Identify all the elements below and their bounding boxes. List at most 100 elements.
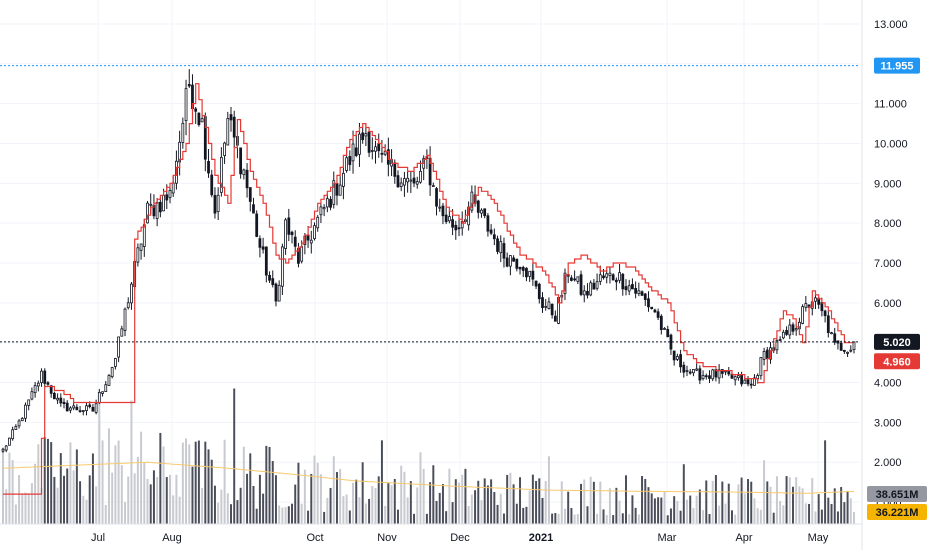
volume-bar [673, 496, 676, 524]
volume-bar [467, 505, 470, 524]
volume-bar [332, 456, 335, 524]
volume-bar [59, 453, 62, 524]
volume-bar [120, 465, 123, 524]
volume-bar [775, 476, 778, 524]
candle-body [643, 293, 647, 300]
candle-body [826, 315, 830, 334]
volume-bar [242, 446, 245, 524]
candle-body [380, 152, 384, 155]
volume-bar [474, 490, 477, 524]
candle-body [88, 404, 92, 408]
volume-bar [695, 495, 698, 524]
candle-body [348, 156, 352, 165]
candle-body [823, 310, 827, 317]
candle-body [338, 184, 342, 196]
volume-bar [72, 470, 75, 524]
volume-bar [358, 497, 361, 524]
candle-body [75, 406, 79, 411]
candle-body [4, 445, 8, 451]
volume-bar [586, 506, 589, 524]
volume-bar [721, 481, 724, 524]
candle-body [261, 246, 265, 250]
volume-bar [576, 514, 579, 524]
volume-bar [496, 504, 499, 524]
candle-body [505, 257, 509, 267]
volume-bar [403, 471, 406, 524]
volume-bar [660, 497, 663, 524]
candle-body [377, 143, 381, 152]
volume-bar [705, 480, 708, 524]
candle-body [36, 382, 40, 387]
volume-bar [82, 495, 85, 524]
volume-bar [274, 475, 277, 524]
volume-bar [188, 444, 191, 524]
volume-bar [502, 513, 505, 524]
candle-body [656, 311, 660, 318]
volume-bar [281, 507, 284, 524]
candle-body [492, 234, 496, 240]
volume-bar [185, 438, 188, 524]
volume-bar [711, 480, 714, 524]
candle-body [791, 324, 795, 332]
time-tick-label: Jul [91, 532, 105, 544]
candle-body [168, 190, 172, 198]
volume-bar [708, 514, 711, 524]
volume-bar [326, 497, 329, 524]
candle-body [647, 298, 650, 308]
candle-body [287, 217, 291, 235]
volume-bar [239, 487, 242, 524]
candle-body [207, 160, 210, 174]
volume-bar [390, 485, 393, 524]
candle-body [120, 328, 124, 337]
candle-body [142, 224, 146, 247]
volume-bar [686, 499, 689, 524]
time-axis[interactable]: Jul Aug Oct Nov Dec 2021 Mar Apr May [91, 532, 829, 544]
candle-body [59, 397, 63, 404]
volume-bar [37, 444, 40, 524]
volume-bar [117, 440, 120, 524]
candle-body [679, 354, 682, 368]
candle-body [46, 382, 50, 385]
volume-bar [18, 475, 21, 524]
candle-body [441, 205, 445, 217]
volume-bar [168, 474, 171, 524]
volume-bar [329, 487, 332, 524]
volume-bar [692, 507, 695, 524]
volume-bar [458, 482, 460, 524]
candle-body [814, 297, 817, 302]
volume-bar [21, 493, 24, 524]
candle-body [743, 379, 747, 384]
volume-bar [535, 480, 538, 524]
volume-bar [454, 479, 457, 524]
candle-body [489, 229, 493, 234]
volume-bar [127, 476, 130, 524]
volume-bar [152, 470, 155, 524]
candle-body [187, 84, 191, 87]
price-tick-label: 13.000 [874, 19, 908, 31]
volume-bar [268, 446, 271, 524]
volume-bar [599, 481, 602, 524]
candle-body [114, 358, 117, 367]
candle-body [839, 342, 843, 351]
candle-body [56, 397, 59, 401]
volume-bar [772, 512, 775, 524]
volume-bar [531, 474, 534, 524]
price-tick-label: 10.000 [874, 138, 908, 150]
volume-bar [291, 503, 294, 524]
volume-bar [397, 509, 399, 524]
candle-body [737, 375, 740, 379]
stop-price-badge: 4.960 [874, 353, 920, 370]
volume-bar [348, 510, 351, 524]
volume-bar [570, 508, 573, 524]
volume-bar [541, 497, 544, 524]
volume-bar [2, 447, 4, 524]
volume-bar [827, 497, 830, 524]
candle-body [457, 227, 461, 230]
candle-body [393, 162, 397, 177]
candle-body [659, 315, 663, 330]
candle-body [688, 371, 692, 374]
candle-body [614, 279, 618, 283]
candle-body [518, 266, 522, 270]
volume-bar [676, 500, 679, 524]
